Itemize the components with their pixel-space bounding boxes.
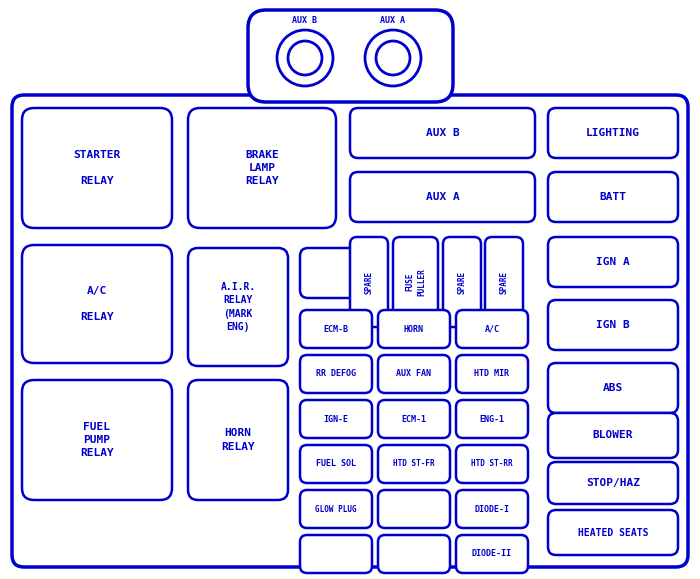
FancyBboxPatch shape xyxy=(548,237,678,287)
Text: BATT: BATT xyxy=(599,192,626,202)
FancyBboxPatch shape xyxy=(378,535,450,573)
Text: SPARE: SPARE xyxy=(500,270,508,294)
Text: ECM-B: ECM-B xyxy=(323,324,349,334)
Text: SPARE: SPARE xyxy=(365,270,374,294)
Text: IGN B: IGN B xyxy=(596,320,630,330)
FancyBboxPatch shape xyxy=(443,237,481,327)
Text: HTD ST-RR: HTD ST-RR xyxy=(471,460,513,468)
Text: HEATED SEATS: HEATED SEATS xyxy=(578,527,648,537)
Text: GLOW PLUG: GLOW PLUG xyxy=(315,504,357,514)
FancyBboxPatch shape xyxy=(300,310,372,348)
FancyBboxPatch shape xyxy=(548,462,678,504)
FancyBboxPatch shape xyxy=(456,355,528,393)
Text: LIGHTING: LIGHTING xyxy=(586,128,640,138)
FancyBboxPatch shape xyxy=(22,108,172,228)
Text: IGN-E: IGN-E xyxy=(323,415,349,423)
Text: ENG-1: ENG-1 xyxy=(480,415,505,423)
FancyBboxPatch shape xyxy=(548,510,678,555)
Text: STOP/HAZ: STOP/HAZ xyxy=(586,478,640,488)
Text: FUEL SOL: FUEL SOL xyxy=(316,460,356,468)
FancyBboxPatch shape xyxy=(548,300,678,350)
FancyBboxPatch shape xyxy=(300,445,372,483)
Text: AUX FAN: AUX FAN xyxy=(396,369,431,379)
Text: STARTER

RELAY: STARTER RELAY xyxy=(74,150,120,186)
FancyBboxPatch shape xyxy=(300,248,372,298)
Text: A/C: A/C xyxy=(484,324,500,334)
FancyBboxPatch shape xyxy=(378,355,450,393)
FancyBboxPatch shape xyxy=(378,400,450,438)
Text: FUEL
PUMP
RELAY: FUEL PUMP RELAY xyxy=(80,422,114,458)
FancyBboxPatch shape xyxy=(248,10,453,102)
FancyBboxPatch shape xyxy=(12,95,688,567)
FancyBboxPatch shape xyxy=(548,172,678,222)
FancyBboxPatch shape xyxy=(456,400,528,438)
Text: ABS: ABS xyxy=(603,383,623,393)
Text: HORN: HORN xyxy=(404,324,424,334)
Text: BRAKE
LAMP
RELAY: BRAKE LAMP RELAY xyxy=(245,150,279,186)
FancyBboxPatch shape xyxy=(378,310,450,348)
FancyBboxPatch shape xyxy=(350,172,535,222)
FancyBboxPatch shape xyxy=(350,237,388,327)
FancyBboxPatch shape xyxy=(300,355,372,393)
Text: AUX A: AUX A xyxy=(426,192,459,202)
FancyBboxPatch shape xyxy=(300,535,372,573)
Text: HTD MIR: HTD MIR xyxy=(475,369,510,379)
Text: IGN A: IGN A xyxy=(596,257,630,267)
FancyBboxPatch shape xyxy=(300,490,372,528)
Text: RR DEFOG: RR DEFOG xyxy=(316,369,356,379)
FancyBboxPatch shape xyxy=(188,380,288,500)
Text: HTD ST-FR: HTD ST-FR xyxy=(393,460,435,468)
FancyBboxPatch shape xyxy=(456,445,528,483)
FancyBboxPatch shape xyxy=(188,108,336,228)
FancyBboxPatch shape xyxy=(548,363,678,413)
Text: ECM-1: ECM-1 xyxy=(402,415,426,423)
FancyBboxPatch shape xyxy=(456,535,528,573)
FancyBboxPatch shape xyxy=(378,445,450,483)
Text: DIODE-I: DIODE-I xyxy=(475,504,510,514)
Text: FUSE
PULLER: FUSE PULLER xyxy=(405,268,426,296)
FancyBboxPatch shape xyxy=(378,490,450,528)
FancyBboxPatch shape xyxy=(188,248,288,366)
FancyBboxPatch shape xyxy=(456,310,528,348)
FancyBboxPatch shape xyxy=(548,413,678,458)
Text: DIODE-II: DIODE-II xyxy=(472,549,512,559)
Text: SPARE: SPARE xyxy=(458,270,466,294)
FancyBboxPatch shape xyxy=(350,108,535,158)
FancyBboxPatch shape xyxy=(485,237,523,327)
FancyBboxPatch shape xyxy=(300,400,372,438)
Text: A/C

RELAY: A/C RELAY xyxy=(80,286,114,322)
Text: AUX A: AUX A xyxy=(381,16,405,25)
Text: A.I.R.
RELAY
(MARK
ENG): A.I.R. RELAY (MARK ENG) xyxy=(220,282,256,332)
FancyBboxPatch shape xyxy=(548,108,678,158)
Text: HORN
RELAY: HORN RELAY xyxy=(221,428,255,452)
FancyBboxPatch shape xyxy=(393,237,438,327)
Text: AUX B: AUX B xyxy=(293,16,318,25)
FancyBboxPatch shape xyxy=(22,245,172,363)
FancyBboxPatch shape xyxy=(456,490,528,528)
Text: BLOWER: BLOWER xyxy=(593,431,634,441)
FancyBboxPatch shape xyxy=(22,380,172,500)
Text: AUX B: AUX B xyxy=(426,128,459,138)
